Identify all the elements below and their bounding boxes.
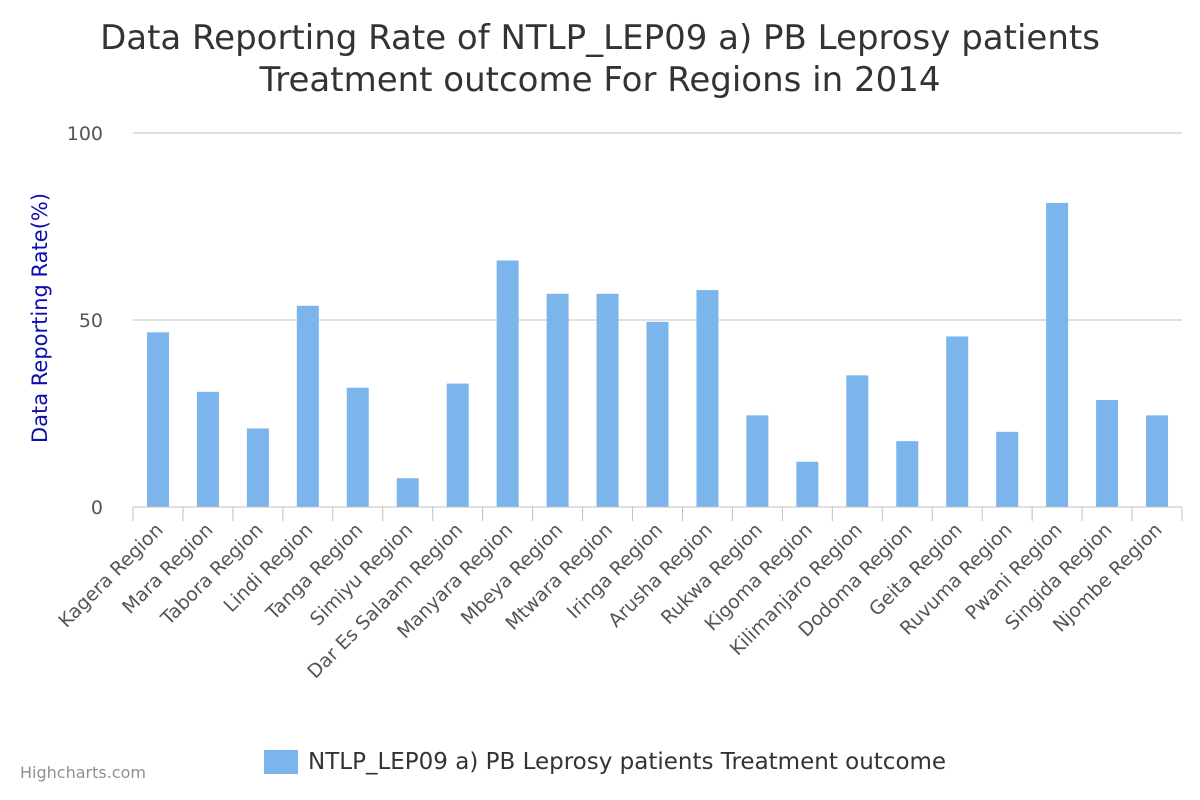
y-tick-label: 100: [67, 123, 103, 145]
bar[interactable]: [196, 391, 219, 507]
bar[interactable]: [396, 478, 419, 507]
bar[interactable]: [996, 431, 1019, 507]
bar[interactable]: [1096, 400, 1119, 507]
bar[interactable]: [1146, 415, 1169, 507]
bar[interactable]: [1046, 202, 1069, 508]
bar[interactable]: [846, 375, 869, 507]
bar[interactable]: [596, 293, 619, 507]
chart-title-line-2: Treatment outcome For Regions in 2014: [259, 60, 941, 100]
bars: [146, 202, 1169, 508]
bar[interactable]: [696, 290, 719, 507]
bar[interactable]: [746, 415, 769, 507]
bar[interactable]: [346, 387, 369, 507]
x-axis: [132, 506, 1183, 521]
legend-label: NTLP_LEP09 a) PB Leprosy patients Treatm…: [308, 749, 947, 775]
grid-lines: [133, 132, 1182, 321]
highcharts-credit[interactable]: Highcharts.com: [20, 763, 146, 782]
bar[interactable]: [446, 383, 469, 507]
bar[interactable]: [946, 336, 969, 507]
bar[interactable]: [246, 428, 269, 507]
bar[interactable]: [796, 461, 819, 507]
bar[interactable]: [146, 332, 169, 507]
chart-title-line-1: Data Reporting Rate of NTLP_LEP09 a) PB …: [100, 18, 1100, 58]
legend-swatch: [264, 750, 298, 774]
bar[interactable]: [646, 321, 669, 507]
y-tick-label: 0: [91, 497, 103, 519]
bar[interactable]: [896, 441, 919, 507]
y-tick-label: 50: [79, 310, 103, 332]
bar[interactable]: [546, 293, 569, 507]
y-axis-title: Data Reporting Rate(%): [28, 193, 52, 443]
bar[interactable]: [296, 305, 319, 507]
legend[interactable]: NTLP_LEP09 a) PB Leprosy patients Treatm…: [264, 748, 946, 776]
bar[interactable]: [496, 260, 519, 507]
y-axis-ticks: 0 50 100: [67, 123, 103, 519]
